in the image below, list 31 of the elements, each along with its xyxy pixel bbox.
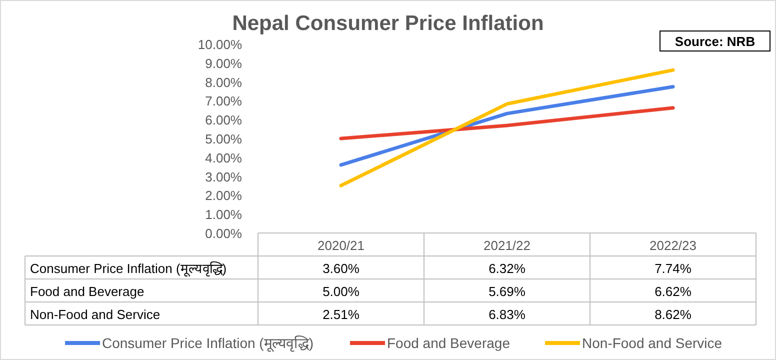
y-tick-label: 6.00% [205,112,242,128]
y-tick-label: 5.00% [205,132,242,146]
text: Consumer Price Inflation (मूल्यवृद्धि) [30,261,227,276]
chart-title: Nepal Consumer Price Inflation [232,12,544,35]
data-label: 5.00% [322,284,360,299]
y-tick-label: 10.00% [198,37,242,52]
data-label: 6.32% [488,261,526,276]
x-tick-label: 2020/21 [318,238,364,253]
y-tick-label: 3.00% [205,169,242,184]
x-tick-label: 2022/23 [650,238,696,253]
data-label: 5.69% [488,284,526,299]
y-tick-label: 4.00% [205,150,242,166]
data-label: 8.62% [654,307,692,322]
legend-label: Non-Food and Service [582,335,722,351]
legend-label: Food and Beverage [387,335,510,351]
y-tick-label: 0.00% [205,226,242,241]
y-tick-label: 1.00% [205,207,242,222]
data-label: 6.83% [488,307,526,322]
data-label: 3.60% [322,261,360,276]
annotation: Source: NRB [674,34,756,49]
text: Non-Food and Service [30,307,160,322]
y-tick-label: 7.00% [205,94,242,109]
y-tick-label: 8.00% [205,74,242,90]
data-label: 7.74% [654,261,692,276]
data-label: 6.62% [654,284,692,299]
data-label: 2.51% [322,307,360,322]
legend-label: Consumer Price Inflation (मूल्यवृद्धि) [102,335,314,352]
x-tick-label: 2021/22 [484,238,530,253]
y-tick-label: 9.00% [205,56,242,71]
text: Food and Beverage [30,284,144,299]
y-tick-label: 2.00% [205,188,242,204]
